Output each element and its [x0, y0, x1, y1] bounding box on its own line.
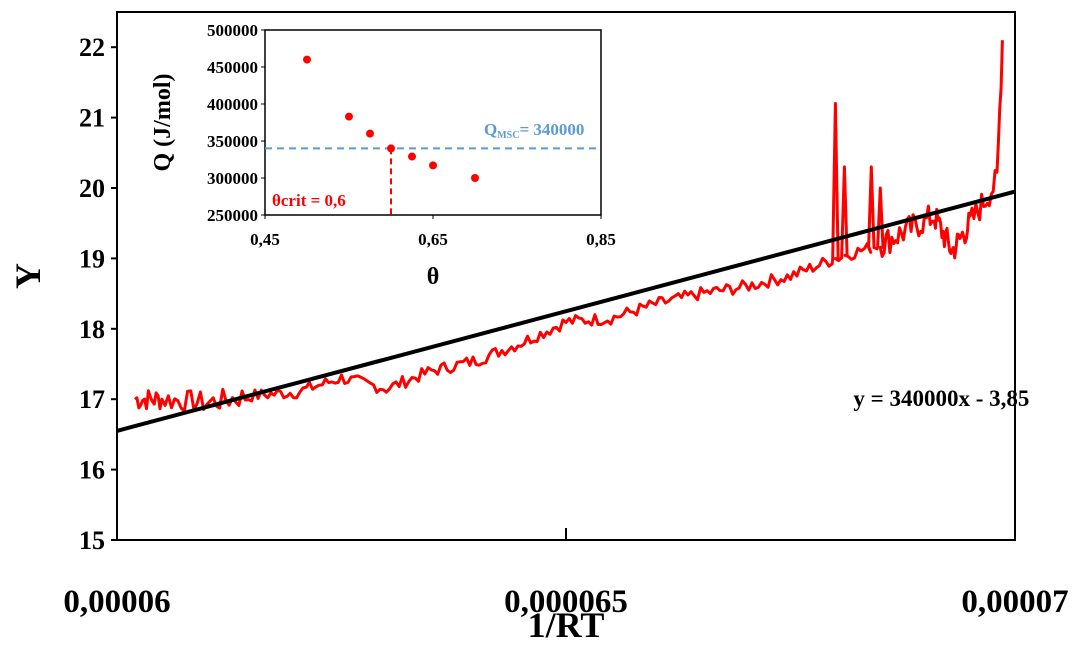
inset-plot: 250000 300000 350000 400000 450000 500000 0,45… [150, 21, 616, 290]
inset-reference-lines [265, 147, 601, 215]
inset-data-point [345, 112, 353, 121]
main-plot-ticks: 15 16 17 18 19 20 21 22 0,00006 0,000065 0,00007 [63, 33, 1068, 620]
inset-plot-ticks: 250000 300000 350000 400000 450000 500000 0,45… [207, 21, 616, 249]
inset-y-tick-label: 500000 [207, 21, 258, 40]
red-data-series-line [134, 40, 1004, 413]
main-plot-series [116, 40, 1016, 433]
main-x-tick-label: 0,000065 [504, 584, 628, 620]
main-y-tick-label: 20 [79, 174, 105, 203]
fit-equation-label: y = 340000x - 3,85 [853, 386, 1029, 411]
inset-plot-border [264, 29, 602, 216]
inset-x-tick-label: 0,45 [250, 230, 280, 249]
qmsc-reference-label: QMSC= 340000 [484, 120, 584, 141]
qmsc-label-sub: MSC [497, 130, 519, 141]
main-y-tick-label: 16 [79, 456, 105, 485]
linear-fit-line [116, 189, 1016, 433]
inset-data-point [303, 55, 311, 64]
main-y-tick-label: 17 [79, 385, 105, 414]
inset-y-tick-label: 350000 [207, 132, 258, 151]
inset-x-tick-label: 0,65 [418, 230, 448, 249]
inset-y-axis-label: Q (J/mol) [150, 74, 176, 172]
inset-plot-frame [264, 29, 602, 216]
theta-crit-label: θcrit = 0,6 [272, 191, 346, 210]
inset-x-axis-label: θ [427, 264, 440, 290]
inset-y-tick-label: 250000 [207, 206, 258, 225]
inset-y-tick-label: 300000 [207, 169, 258, 188]
main-y-tick-label: 22 [79, 33, 105, 62]
qmsc-label-rest: = 340000 [519, 120, 584, 139]
qmsc-label-main: Q [484, 120, 497, 139]
main-y-tick-label: 18 [79, 315, 105, 344]
inset-y-tick-label: 400000 [207, 95, 258, 114]
inset-data-point [471, 174, 479, 182]
main-x-axis-label: 1/RT [528, 605, 605, 642]
main-y-tick-label: 21 [79, 104, 105, 133]
inset-scatter-points [303, 55, 479, 182]
main-x-tick-label: 0,00007 [961, 584, 1068, 620]
inset-data-point [408, 152, 416, 161]
inset-x-tick-label: 0,85 [586, 230, 616, 249]
main-y-axis-label: Y [8, 263, 48, 289]
main-y-tick-label: 19 [79, 244, 105, 273]
inset-data-point [366, 129, 374, 138]
inset-y-tick-label: 450000 [207, 58, 258, 77]
main-y-tick-label: 15 [79, 526, 105, 555]
inset-data-point [429, 161, 437, 170]
inset-data-point [387, 144, 395, 153]
main-x-tick-label: 0,00006 [63, 584, 170, 620]
